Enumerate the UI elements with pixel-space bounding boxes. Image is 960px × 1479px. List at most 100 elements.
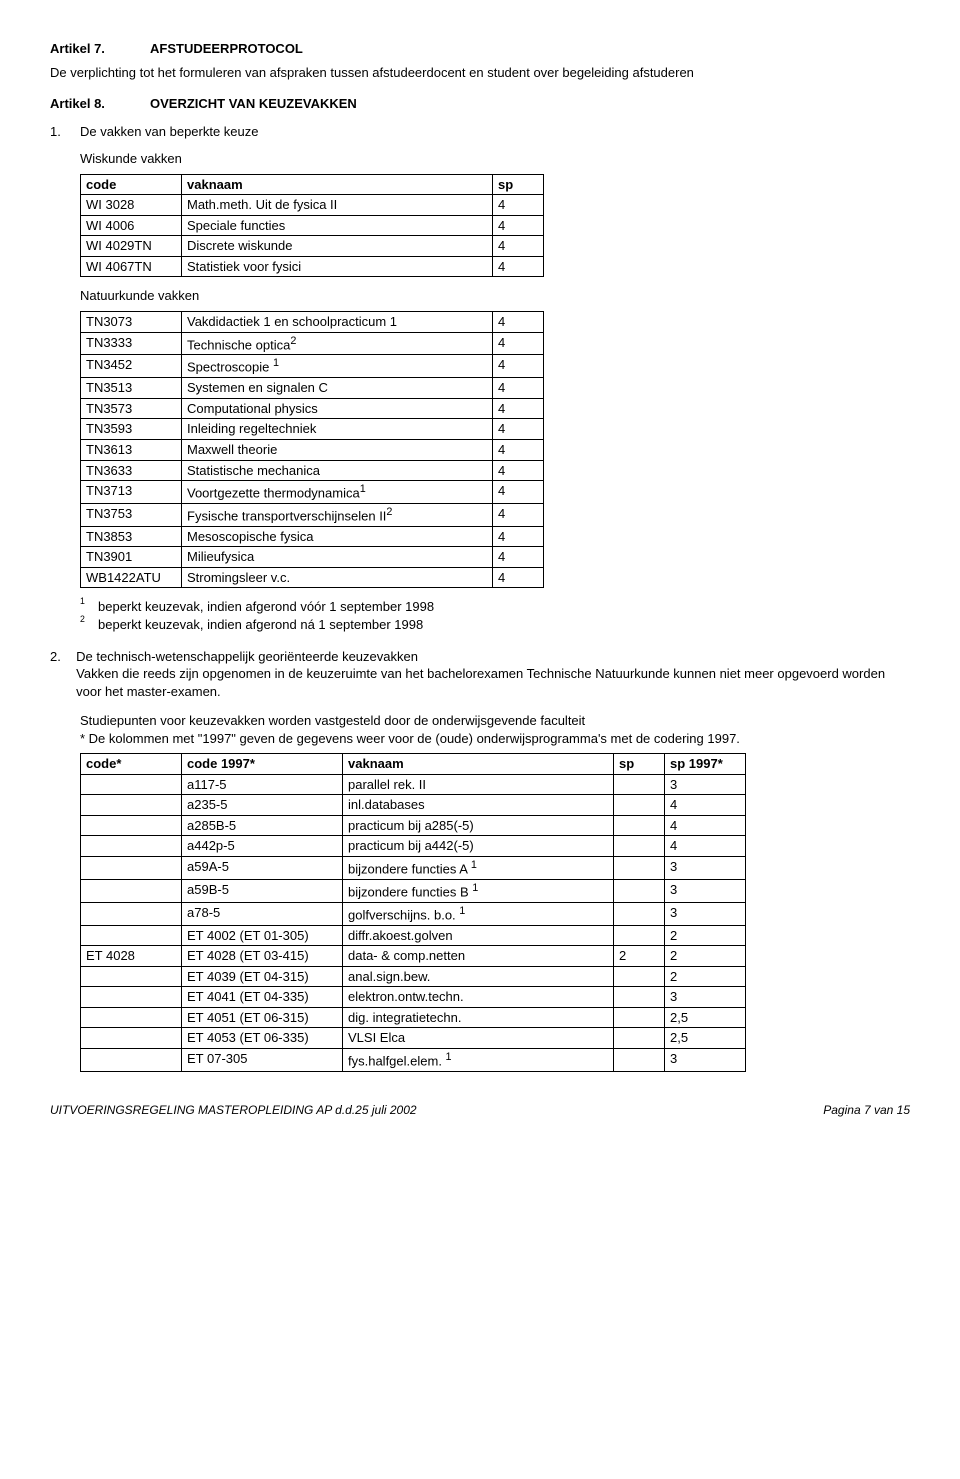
table-cell: 4 — [493, 503, 544, 526]
table-cell — [81, 925, 182, 946]
list-item-2-num: 2. — [50, 648, 76, 701]
table-cell: fys.halfgel.elem. 1 — [343, 1048, 614, 1071]
table-cell: a285B-5 — [182, 815, 343, 836]
table-cell — [614, 879, 665, 902]
wiskunde-table: code vaknaam sp WI 3028Math.meth. Uit de… — [80, 174, 544, 278]
table-row: ET 4053 (ET 06-335)VLSI Elca2,5 — [81, 1028, 746, 1049]
article-7-header: Artikel 7. AFSTUDEERPROTOCOL — [50, 40, 910, 58]
table-cell: 3 — [665, 857, 746, 880]
table-cell: Voortgezette thermodynamica1 — [182, 481, 493, 504]
table-cell: TN3713 — [81, 481, 182, 504]
table-cell: ET 4053 (ET 06-335) — [182, 1028, 343, 1049]
table-cell: bijzondere functies A 1 — [343, 857, 614, 880]
table-cell — [81, 774, 182, 795]
table-cell — [81, 1048, 182, 1071]
table-cell: 4 — [493, 398, 544, 419]
big-table-tbody: a117-5parallel rek. II3a235-5inl.databas… — [81, 774, 746, 1071]
table-cell: WI 3028 — [81, 195, 182, 216]
table-cell: 4 — [493, 378, 544, 399]
table-cell: ET 4039 (ET 04-315) — [182, 966, 343, 987]
th-name: vaknaam — [343, 754, 614, 775]
table-cell — [614, 1048, 665, 1071]
table-cell: TN3613 — [81, 439, 182, 460]
table-row: a117-5parallel rek. II3 — [81, 774, 746, 795]
table-cell: ET 4028 — [81, 946, 182, 967]
table-cell: Statistische mechanica — [182, 460, 493, 481]
table-cell: TN3901 — [81, 547, 182, 568]
footnote-1-num: 1 — [80, 596, 85, 606]
table-cell: elektron.ontw.techn. — [343, 987, 614, 1008]
footnote-1-text: beperkt keuzevak, indien afgerond vóór 1… — [98, 598, 434, 616]
table-row: TN3901Milieufysica4 — [81, 547, 544, 568]
list-item-1: 1. De vakken van beperkte keuze — [50, 123, 910, 141]
table-cell: 3 — [665, 987, 746, 1008]
table-cell: 4 — [493, 355, 544, 378]
table-row: code* code 1997* vaknaam sp sp 1997* — [81, 754, 746, 775]
table-cell: Stromingsleer v.c. — [182, 567, 493, 588]
table-cell: 4 — [493, 215, 544, 236]
table-cell — [81, 795, 182, 816]
table-cell: 3 — [665, 879, 746, 902]
table-cell: Milieufysica — [182, 547, 493, 568]
table-cell — [614, 987, 665, 1008]
article-8-header: Artikel 8. OVERZICHT VAN KEUZEVAKKEN — [50, 95, 910, 113]
table-cell: WI 4067TN — [81, 256, 182, 277]
table-cell: WI 4029TN — [81, 236, 182, 257]
table-cell: Inleiding regeltechniek — [182, 419, 493, 440]
th-code: code* — [81, 754, 182, 775]
table-cell: TN3753 — [81, 503, 182, 526]
table-cell — [614, 836, 665, 857]
table-cell: a117-5 — [182, 774, 343, 795]
table-cell: 4 — [493, 312, 544, 333]
table-cell: Fysische transportverschijnselen II2 — [182, 503, 493, 526]
table-cell: dig. integratietechn. — [343, 1007, 614, 1028]
table-cell — [81, 987, 182, 1008]
table-cell: 4 — [493, 439, 544, 460]
footer-right: Pagina 7 van 15 — [823, 1102, 910, 1118]
list-item-1-num: 1. — [50, 123, 80, 141]
table-cell: WI 4006 — [81, 215, 182, 236]
table-cell — [81, 879, 182, 902]
table-cell: 4 — [493, 481, 544, 504]
wiskunde-caption: Wiskunde vakken — [80, 150, 910, 168]
article-7-label: Artikel 7. — [50, 40, 150, 58]
table-row: TN3753Fysische transportverschijnselen I… — [81, 503, 544, 526]
table-row: ET 07-305fys.halfgel.elem. 13 — [81, 1048, 746, 1071]
table-cell — [81, 836, 182, 857]
table-row: TN3452Spectroscopie 14 — [81, 355, 544, 378]
wiskunde-tbody: WI 3028Math.meth. Uit de fysica II4WI 40… — [81, 195, 544, 277]
table-cell — [614, 1028, 665, 1049]
table-cell: a59B-5 — [182, 879, 343, 902]
table-cell: 4 — [493, 567, 544, 588]
table-cell: 4 — [665, 836, 746, 857]
table-cell: Maxwell theorie — [182, 439, 493, 460]
table-cell: a442p-5 — [182, 836, 343, 857]
list-item-2: 2. De technisch-wetenschappelijk georiën… — [50, 648, 910, 701]
table-cell: 2 — [665, 925, 746, 946]
natuurkunde-caption: Natuurkunde vakken — [80, 287, 910, 305]
big-table: code* code 1997* vaknaam sp sp 1997* a11… — [80, 753, 746, 1072]
table-cell: Mesoscopische fysica — [182, 526, 493, 547]
table-cell: bijzondere functies B 1 — [343, 879, 614, 902]
table-row: ET 4051 (ET 06-315)dig. integratietechn.… — [81, 1007, 746, 1028]
footnote-1: 1 beperkt keuzevak, indien afgerond vóór… — [80, 598, 910, 616]
table-cell: TN3333 — [81, 332, 182, 355]
table-row: a442p-5practicum bij a442(-5) 4 — [81, 836, 746, 857]
table-cell: a78-5 — [182, 902, 343, 925]
table-row: TN3073Vakdidactiek 1 en schoolpracticum … — [81, 312, 544, 333]
table-cell: TN3513 — [81, 378, 182, 399]
table-cell: 4 — [493, 419, 544, 440]
table-cell: 2,5 — [665, 1007, 746, 1028]
table-cell: 4 — [493, 195, 544, 216]
table-cell: practicum bij a442(-5) — [343, 836, 614, 857]
table-cell — [614, 925, 665, 946]
table-cell: Statistiek voor fysici — [182, 256, 493, 277]
footnote-2: 2 beperkt keuzevak, indien afgerond ná 1… — [80, 616, 910, 634]
table-cell: diffr.akoest.golven — [343, 925, 614, 946]
footnote-2-text: beperkt keuzevak, indien afgerond ná 1 s… — [98, 616, 423, 634]
list-item-1-text: De vakken van beperkte keuze — [80, 123, 259, 141]
table-cell: ET 4051 (ET 06-315) — [182, 1007, 343, 1028]
table-cell: 3 — [665, 774, 746, 795]
studiepunten-note: * De kolommen met "1997" geven de gegeve… — [80, 730, 910, 748]
table-cell: TN3073 — [81, 312, 182, 333]
